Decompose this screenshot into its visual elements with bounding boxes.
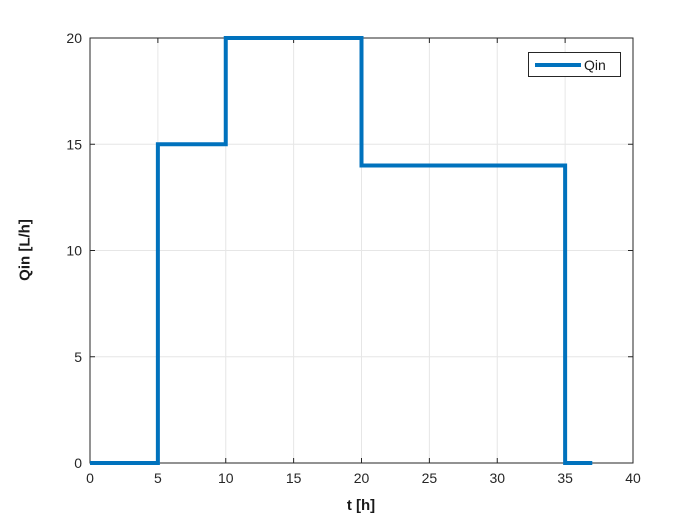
x-axis-label: t [h]: [346, 497, 376, 514]
y-tick-label: 10: [66, 243, 82, 259]
legend-line-sample: [535, 62, 581, 67]
series-line-qin: [90, 36, 593, 465]
x-tick-label: 20: [354, 470, 370, 486]
legend: Qin: [528, 52, 621, 77]
x-tick-label: 0: [86, 470, 94, 486]
y-axis-label: Qin [L/h]: [16, 219, 34, 281]
x-tick-label: 25: [422, 470, 438, 486]
x-tick-label: 5: [154, 470, 162, 486]
x-tick-label: 35: [557, 470, 573, 486]
y-tick-label: 20: [66, 30, 82, 46]
x-tick-label: 30: [489, 470, 505, 486]
legend-label: Qin: [584, 56, 606, 73]
y-tick-label: 15: [66, 136, 82, 152]
y-tick-label: 5: [74, 349, 82, 365]
x-tick-label: 15: [286, 470, 302, 486]
y-tick-label: 0: [74, 455, 82, 471]
x-tick-label: 10: [218, 470, 234, 486]
x-tick-label: 40: [625, 470, 641, 486]
